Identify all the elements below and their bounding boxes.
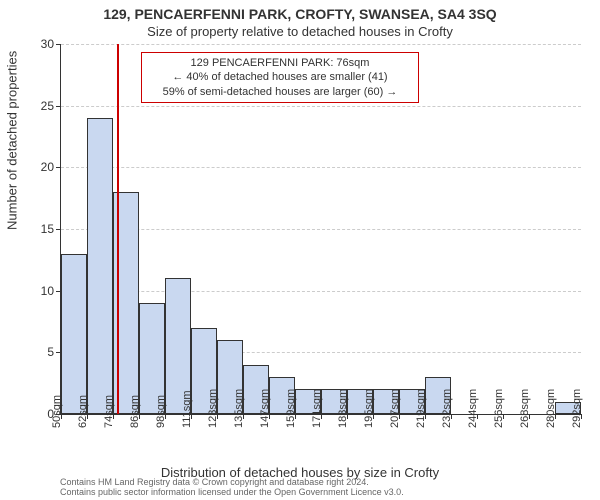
y-tick-label: 25 <box>24 99 54 113</box>
y-tick-label: 15 <box>24 222 54 236</box>
chart-title-main: 129, PENCAERFENNI PARK, CROFTY, SWANSEA,… <box>0 6 600 22</box>
y-tick <box>56 106 61 107</box>
grid-line <box>61 106 581 107</box>
y-tick <box>56 167 61 168</box>
y-axis-label: Number of detached properties <box>5 51 20 230</box>
attribution: Contains HM Land Registry data © Crown c… <box>60 478 404 498</box>
chart-container: 129, PENCAERFENNI PARK, CROFTY, SWANSEA,… <box>0 0 600 500</box>
info-box: 129 PENCAERFENNI PARK: 76sqm ← 40% of de… <box>141 52 419 103</box>
y-tick-label: 5 <box>24 345 54 359</box>
y-tick-label: 0 <box>24 407 54 421</box>
y-tick <box>56 44 61 45</box>
grid-line <box>61 44 581 45</box>
histogram-bar <box>87 118 113 414</box>
attribution-line2: Contains public sector information licen… <box>60 488 404 498</box>
grid-line <box>61 229 581 230</box>
y-tick-label: 20 <box>24 160 54 174</box>
reference-line <box>117 44 119 414</box>
histogram-bar <box>61 254 87 414</box>
info-box-line3: 59% of semi-detached houses are larger (… <box>148 85 412 99</box>
grid-line <box>61 167 581 168</box>
plot-area: 129 PENCAERFENNI PARK: 76sqm ← 40% of de… <box>60 44 581 415</box>
chart-title-sub: Size of property relative to detached ho… <box>0 24 600 39</box>
y-tick-label: 30 <box>24 37 54 51</box>
y-tick <box>56 229 61 230</box>
grid-line <box>61 291 581 292</box>
y-tick-label: 10 <box>24 284 54 298</box>
info-box-line2: ← 40% of detached houses are smaller (41… <box>148 70 412 84</box>
info-box-line1: 129 PENCAERFENNI PARK: 76sqm <box>148 56 412 70</box>
